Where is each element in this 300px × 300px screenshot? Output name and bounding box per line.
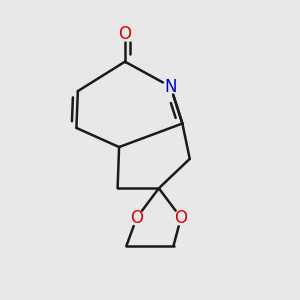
Text: O: O (118, 25, 131, 43)
Text: O: O (174, 209, 188, 227)
Text: O: O (130, 209, 143, 227)
Text: N: N (164, 78, 177, 96)
